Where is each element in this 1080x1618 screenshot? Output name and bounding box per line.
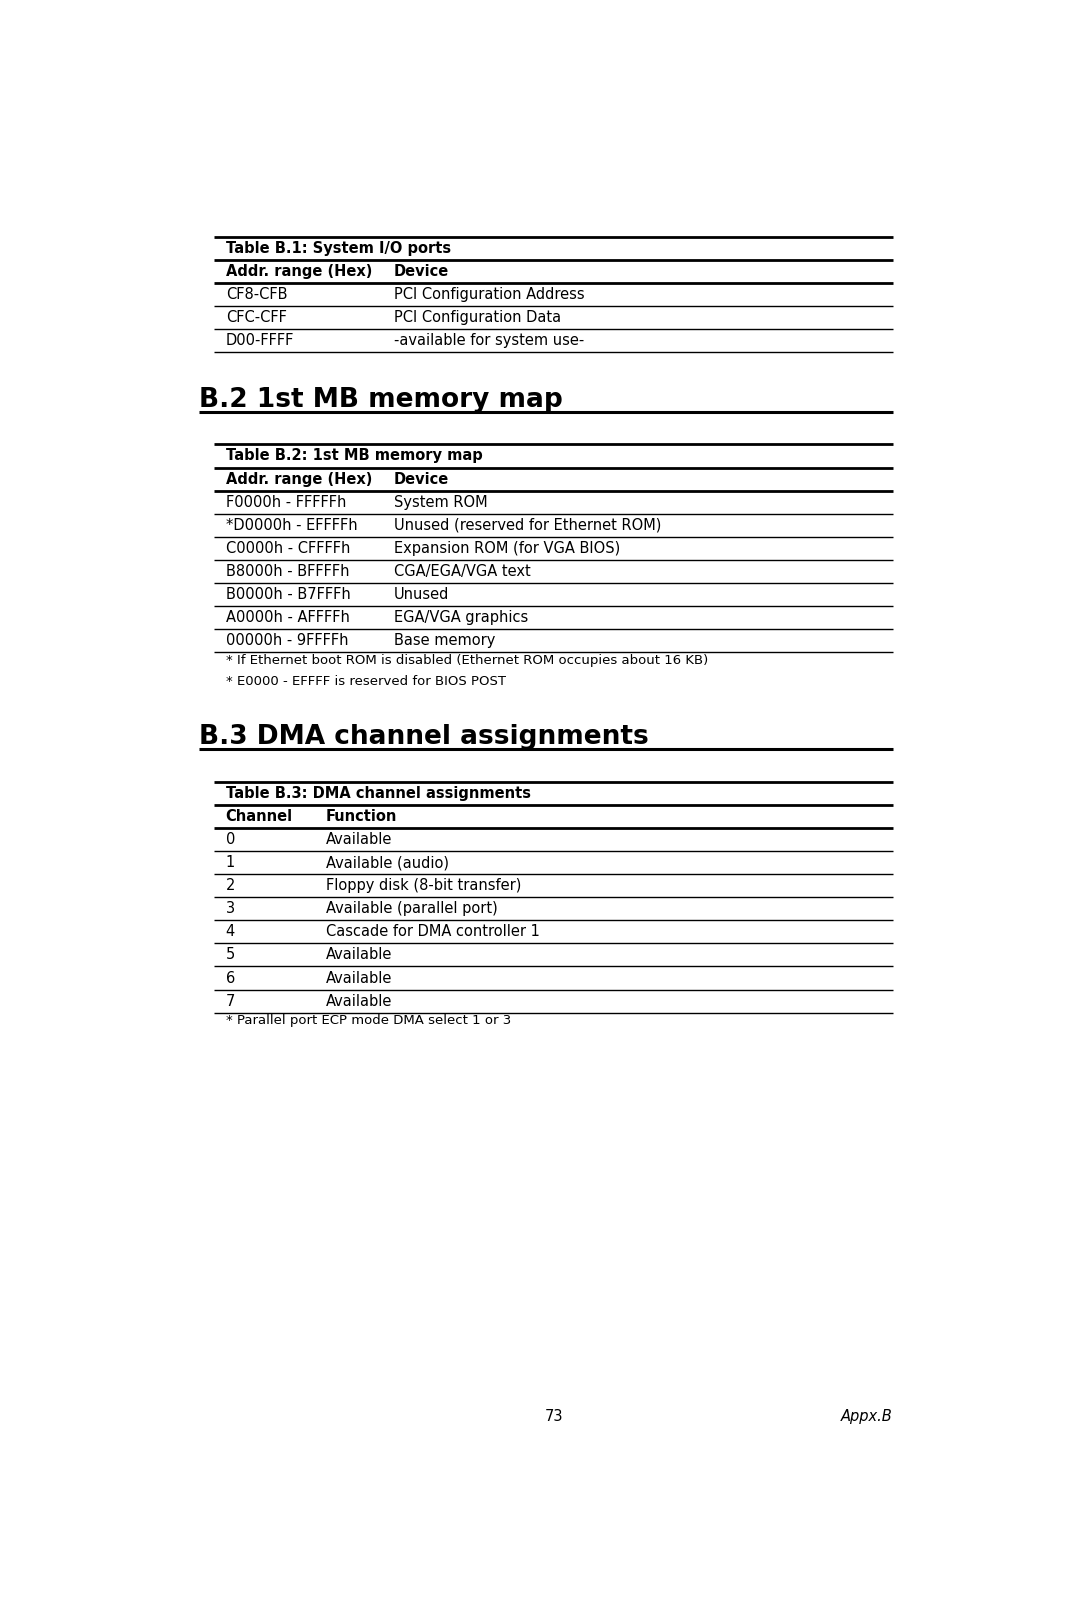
Text: Table B.2: 1st MB memory map: Table B.2: 1st MB memory map bbox=[226, 448, 483, 463]
Text: Device: Device bbox=[394, 471, 449, 487]
Text: B.3 DMA channel assignments: B.3 DMA channel assignments bbox=[199, 723, 648, 751]
Text: 73: 73 bbox=[544, 1409, 563, 1424]
Text: Available (parallel port): Available (parallel port) bbox=[326, 901, 498, 916]
Text: 5: 5 bbox=[226, 948, 235, 963]
Text: D00-FFFF: D00-FFFF bbox=[226, 333, 294, 348]
Text: Floppy disk (8-bit transfer): Floppy disk (8-bit transfer) bbox=[326, 879, 522, 893]
Text: Cascade for DMA controller 1: Cascade for DMA controller 1 bbox=[326, 924, 540, 940]
Text: B.2 1st MB memory map: B.2 1st MB memory map bbox=[199, 387, 563, 413]
Text: 00000h - 9FFFFh: 00000h - 9FFFFh bbox=[226, 633, 348, 649]
Text: Available (audio): Available (audio) bbox=[326, 854, 449, 870]
Text: Available: Available bbox=[326, 971, 392, 985]
Text: 2: 2 bbox=[226, 879, 235, 893]
Text: -available for system use-: -available for system use- bbox=[394, 333, 584, 348]
Text: Unused (reserved for Ethernet ROM): Unused (reserved for Ethernet ROM) bbox=[394, 518, 661, 532]
Text: Expansion ROM (for VGA BIOS): Expansion ROM (for VGA BIOS) bbox=[394, 540, 620, 557]
Text: Available: Available bbox=[326, 832, 392, 846]
Text: System ROM: System ROM bbox=[394, 495, 487, 510]
Text: EGA/VGA graphics: EGA/VGA graphics bbox=[394, 610, 528, 625]
Text: PCI Configuration Address: PCI Configuration Address bbox=[394, 286, 584, 303]
Text: 6: 6 bbox=[226, 971, 235, 985]
Text: Available: Available bbox=[326, 948, 392, 963]
Text: 3: 3 bbox=[226, 901, 234, 916]
Text: CGA/EGA/VGA text: CGA/EGA/VGA text bbox=[394, 565, 530, 579]
Text: Device: Device bbox=[394, 264, 449, 278]
Text: Table B.1: System I/O ports: Table B.1: System I/O ports bbox=[226, 241, 450, 256]
Text: * E0000 - EFFFF is reserved for BIOS POST: * E0000 - EFFFF is reserved for BIOS POS… bbox=[226, 675, 505, 688]
Text: Base memory: Base memory bbox=[394, 633, 496, 649]
Text: *D0000h - EFFFFh: *D0000h - EFFFFh bbox=[226, 518, 357, 532]
Text: Available: Available bbox=[326, 993, 392, 1008]
Text: Addr. range (Hex): Addr. range (Hex) bbox=[226, 264, 372, 278]
Text: Function: Function bbox=[326, 809, 397, 824]
Text: 1: 1 bbox=[226, 854, 235, 870]
Text: B8000h - BFFFFh: B8000h - BFFFFh bbox=[226, 565, 349, 579]
Text: * Parallel port ECP mode DMA select 1 or 3: * Parallel port ECP mode DMA select 1 or… bbox=[226, 1014, 511, 1027]
Text: CF8-CFB: CF8-CFB bbox=[226, 286, 287, 303]
Text: C0000h - CFFFFh: C0000h - CFFFFh bbox=[226, 540, 350, 557]
Text: CFC-CFF: CFC-CFF bbox=[226, 311, 286, 325]
Text: PCI Configuration Data: PCI Configuration Data bbox=[394, 311, 562, 325]
Text: B0000h - B7FFFh: B0000h - B7FFFh bbox=[226, 587, 350, 602]
Text: 4: 4 bbox=[226, 924, 235, 940]
Text: F0000h - FFFFFh: F0000h - FFFFFh bbox=[226, 495, 346, 510]
Text: Channel: Channel bbox=[226, 809, 293, 824]
Text: Addr. range (Hex): Addr. range (Hex) bbox=[226, 471, 372, 487]
Text: A0000h - AFFFFh: A0000h - AFFFFh bbox=[226, 610, 350, 625]
Text: * If Ethernet boot ROM is disabled (Ethernet ROM occupies about 16 KB): * If Ethernet boot ROM is disabled (Ethe… bbox=[226, 654, 707, 667]
Text: Unused: Unused bbox=[394, 587, 449, 602]
Text: Appx.B: Appx.B bbox=[841, 1409, 893, 1424]
Text: Table B.3: DMA channel assignments: Table B.3: DMA channel assignments bbox=[226, 786, 530, 801]
Text: 0: 0 bbox=[226, 832, 235, 846]
Text: 7: 7 bbox=[226, 993, 235, 1008]
